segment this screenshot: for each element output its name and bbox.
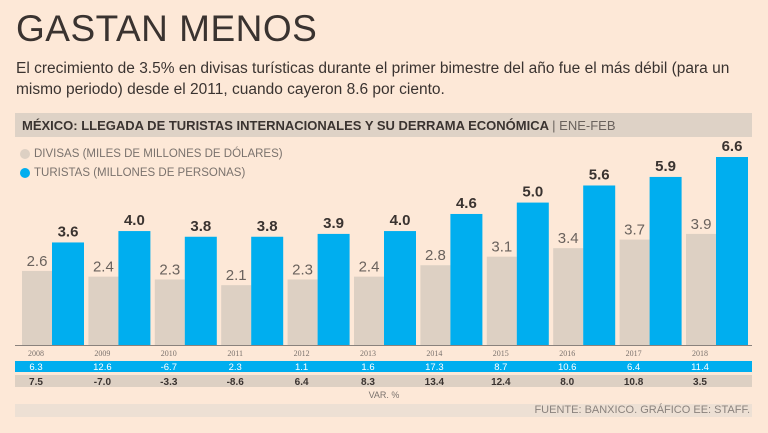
x-tick-label: 2018 xyxy=(692,349,708,358)
var-turistas: 1.6 xyxy=(361,362,374,373)
x-tick-label: 2012 xyxy=(294,349,310,358)
chart-title: MÉXICO: LLEGADA DE TURISTAS INTERNACIONA… xyxy=(22,118,549,133)
x-tick-label: 2015 xyxy=(493,349,509,358)
x-tick-label: 2017 xyxy=(626,349,642,358)
var-divisas: 10.8 xyxy=(624,377,644,388)
x-tick-label: 2009 xyxy=(94,349,110,358)
label-divisas: 2.8 xyxy=(425,247,446,264)
var-divisas: -8.6 xyxy=(227,377,245,388)
var-divisas: 3.5 xyxy=(693,377,707,388)
x-tick-label: 2013 xyxy=(360,349,376,358)
label-turistas: 3.8 xyxy=(257,218,278,235)
x-tick-label: 2008 xyxy=(28,349,44,358)
bar-divisas xyxy=(553,248,584,345)
var-turistas: 6.4 xyxy=(627,362,640,373)
var-turistas: 10.6 xyxy=(558,362,577,373)
x-tick-label: 2011 xyxy=(227,349,243,358)
bar-divisas xyxy=(686,233,716,345)
bar-divisas xyxy=(154,279,185,345)
label-divisas: 3.9 xyxy=(691,216,712,233)
var-divisas: -3.3 xyxy=(160,377,178,388)
var-divisas: 8.3 xyxy=(361,377,375,388)
label-divisas: 3.1 xyxy=(491,239,512,256)
var-turistas: -6.7 xyxy=(161,362,177,373)
bar-divisas xyxy=(221,285,252,345)
subtitle: El crecimiento de 3.5% en divisas turíst… xyxy=(16,60,730,98)
legend-dot-icon xyxy=(20,149,30,159)
var-label: VAR. % xyxy=(368,390,400,400)
bar-divisas xyxy=(486,256,517,345)
bar-turistas xyxy=(251,236,284,345)
chart-title-band: MÉXICO: LLEGADA DE TURISTAS INTERNACIONA… xyxy=(15,113,752,137)
bar-turistas xyxy=(184,236,217,345)
label-turistas: 5.0 xyxy=(522,184,543,201)
var-divisas: 7.5 xyxy=(29,377,43,388)
label-turistas: 3.8 xyxy=(190,218,211,235)
bar-turistas xyxy=(516,202,549,345)
label-turistas: 6.6 xyxy=(722,138,743,155)
legend-divisas: DIVISAS (MILES DE MILLONES DE DÓLARES) xyxy=(20,148,283,160)
var-divisas: -7.0 xyxy=(94,377,112,388)
bar-divisas xyxy=(354,276,384,345)
label-turistas: 4.6 xyxy=(456,195,477,212)
x-tick-label: 2014 xyxy=(426,349,442,358)
label-turistas: 5.6 xyxy=(589,166,610,183)
label-turistas: 4.0 xyxy=(124,212,145,229)
var-turistas: 6.3 xyxy=(29,362,42,373)
chart-period: | ENE-FEB xyxy=(552,118,616,133)
bar-divisas xyxy=(88,276,119,345)
var-turistas: 8.7 xyxy=(494,362,507,373)
label-divisas: 2.4 xyxy=(93,259,114,276)
bar-turistas xyxy=(583,185,616,345)
bar-turistas xyxy=(716,157,748,345)
var-divisas: 12.4 xyxy=(491,377,511,388)
bar-divisas xyxy=(420,265,451,345)
var-turistas: 12.6 xyxy=(93,362,112,373)
var-turistas: 11.4 xyxy=(691,362,709,373)
label-divisas: 2.4 xyxy=(359,259,380,276)
bar-turistas xyxy=(384,231,416,345)
var-divisas: 13.4 xyxy=(425,377,445,388)
page-title: GASTAN MENOS xyxy=(16,8,318,49)
label-divisas: 2.6 xyxy=(27,253,48,270)
label-divisas: 3.4 xyxy=(558,230,579,247)
legend-dot-icon xyxy=(20,168,30,178)
source-band: FUENTE: BANXICO. GRÁFICO EE: STAFF. xyxy=(15,404,752,417)
source: FUENTE: BANXICO. GRÁFICO EE: STAFF. xyxy=(534,404,750,416)
bar-divisas xyxy=(22,270,52,345)
label-divisas: 3.7 xyxy=(624,222,645,239)
var-row-divisas xyxy=(15,375,752,387)
bar-turistas xyxy=(118,231,151,345)
var-divisas: 8.0 xyxy=(560,377,574,388)
bar-divisas xyxy=(287,279,318,345)
var-row-turistas xyxy=(15,361,752,372)
var-turistas: 1.1 xyxy=(295,362,308,373)
bar-turistas xyxy=(649,176,682,345)
label-divisas: 2.3 xyxy=(159,261,180,278)
label-turistas: 5.9 xyxy=(655,158,676,175)
legend-label: DIVISAS (MILES DE MILLONES DE DÓLARES) xyxy=(34,148,283,160)
bar-turistas xyxy=(52,242,84,345)
label-divisas: 2.1 xyxy=(226,267,247,284)
legend-turistas: TURISTAS (MILLONES DE PERSONAS) xyxy=(20,167,245,179)
label-divisas: 2.3 xyxy=(292,261,313,278)
var-turistas: 2.3 xyxy=(229,362,242,373)
label-turistas: 3.9 xyxy=(323,215,344,232)
var-turistas: 17.3 xyxy=(425,362,444,373)
bar-turistas xyxy=(317,233,350,345)
legend-label: TURISTAS (MILLONES DE PERSONAS) xyxy=(34,167,246,179)
label-turistas: 4.0 xyxy=(390,212,411,229)
x-tick-label: 2010 xyxy=(161,349,177,358)
var-divisas: 6.4 xyxy=(295,377,309,388)
label-turistas: 3.6 xyxy=(58,223,79,240)
x-tick-label: 2016 xyxy=(559,349,575,358)
bar-divisas xyxy=(619,239,650,345)
bar-turistas xyxy=(450,213,483,345)
